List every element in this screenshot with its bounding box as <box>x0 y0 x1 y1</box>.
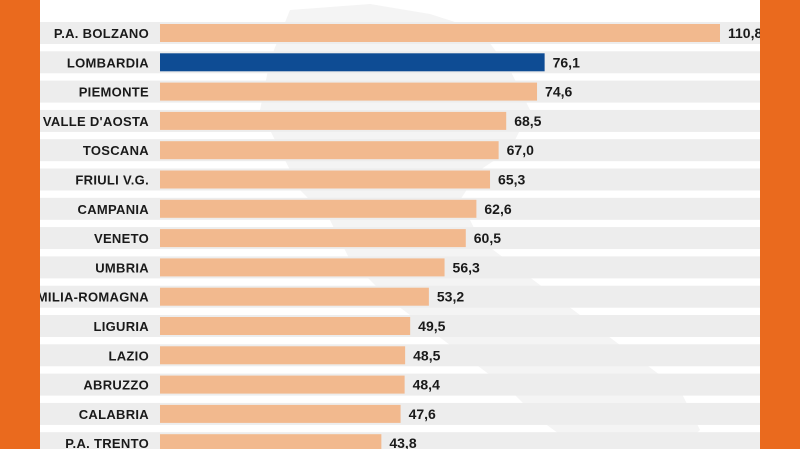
bar <box>160 199 477 218</box>
bar <box>160 317 411 335</box>
category-label: P.A. BOLZANO <box>54 26 149 41</box>
bar <box>160 141 499 160</box>
value-label: 110,8 <box>728 25 760 41</box>
category-label: CALABRIA <box>79 407 150 422</box>
category-label: PIEMONTE <box>79 85 149 100</box>
chart-row: P.A. TRENTO 43,8 <box>40 432 760 449</box>
category-label: VALLE D'AOSTA <box>43 114 149 129</box>
bar <box>160 434 382 449</box>
value-label: 56,3 <box>453 259 480 275</box>
category-label: VENETO <box>94 231 149 246</box>
bar <box>160 346 406 365</box>
value-label: 53,2 <box>437 289 464 305</box>
value-label: 68,5 <box>514 113 541 129</box>
category-label: FRIULI V.G. <box>75 173 149 188</box>
bar <box>160 287 429 306</box>
category-label: P.A. TRENTO <box>65 436 149 449</box>
category-label: CAMPANIA <box>78 202 150 217</box>
bar <box>160 375 405 394</box>
bar-chart: P.A. BOLZANO 110,8 LOMBARDIA 76,1 PIEMONTE 74… <box>40 22 760 449</box>
chart-row: LAZIO 48,5 <box>40 344 760 367</box>
bar <box>160 170 491 189</box>
value-label: 48,5 <box>413 347 440 363</box>
chart-row: TOSCANA 67,0 <box>40 139 760 162</box>
value-label: 43,8 <box>389 435 416 449</box>
value-label: 62,6 <box>484 201 511 217</box>
value-label: 49,5 <box>418 318 445 334</box>
category-label: LIGURIA <box>93 319 149 334</box>
bar <box>160 111 507 130</box>
category-label: EMILIA-ROMAGNA <box>40 290 149 305</box>
value-label: 74,6 <box>545 84 572 100</box>
value-label: 47,6 <box>409 406 436 422</box>
chart-row: UMBRIA 56,3 <box>40 256 760 279</box>
chart-row: P.A. BOLZANO 110,8 <box>40 22 760 44</box>
chart-row: FRIULI V.G. 65,3 <box>40 168 760 191</box>
chart-row: CAMPANIA 62,6 <box>40 197 760 220</box>
chart-row: VALLE D'AOSTA 68,5 <box>40 109 760 132</box>
bar <box>160 24 720 42</box>
chart-row: PIEMONTE 74,6 <box>40 80 760 103</box>
bar <box>160 258 445 277</box>
category-label: UMBRIA <box>95 260 149 275</box>
bar <box>160 229 466 248</box>
chart-row: ABRUZZO 48,4 <box>40 373 760 396</box>
chart-panel: P.A. BOLZANO 110,8 LOMBARDIA 76,1 PIEMONTE 74… <box>40 0 760 449</box>
category-label: ABRUZZO <box>83 378 149 393</box>
chart-row: LOMBARDIA 76,1 <box>40 51 760 74</box>
chart-row: LIGURIA 49,5 <box>40 315 760 337</box>
category-label: TOSCANA <box>83 143 149 158</box>
bar <box>160 404 401 423</box>
bar <box>160 82 538 101</box>
value-label: 48,4 <box>413 377 440 393</box>
category-label: LOMBARDIA <box>67 55 149 70</box>
chart-row: EMILIA-ROMAGNA 53,2 <box>40 285 760 308</box>
value-label: 67,0 <box>507 142 534 158</box>
chart-row: VENETO 60,5 <box>40 227 760 250</box>
chart-row: CALABRIA 47,6 <box>40 402 760 425</box>
value-label: 65,3 <box>498 172 525 188</box>
category-label: LAZIO <box>109 348 150 363</box>
value-label: 76,1 <box>553 54 580 70</box>
value-label: 60,5 <box>474 230 501 246</box>
bar-highlighted <box>160 53 545 72</box>
